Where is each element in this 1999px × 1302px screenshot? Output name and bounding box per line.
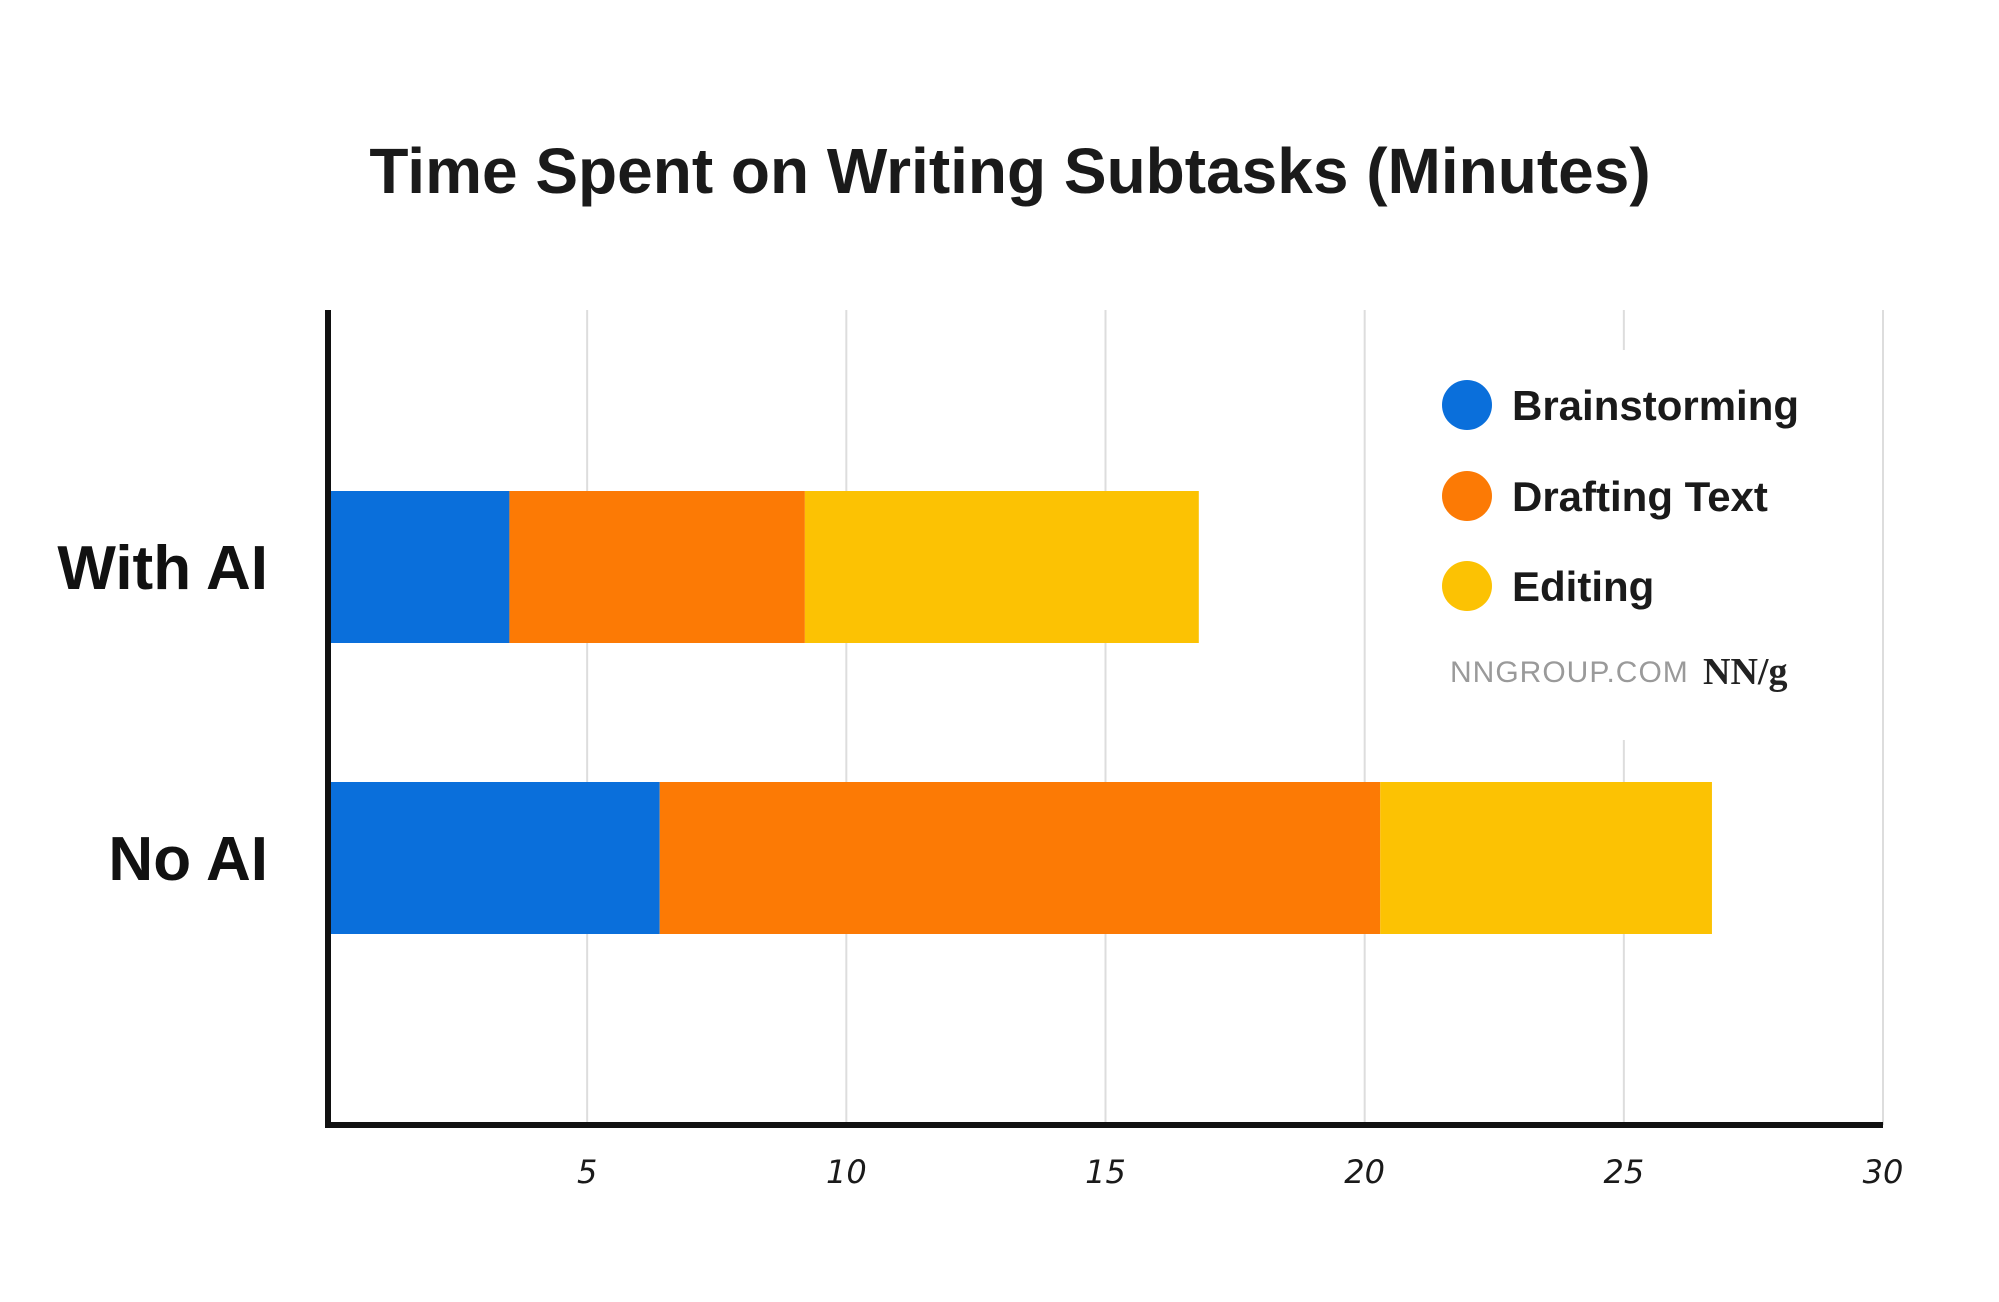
source-text: NNGROUP.COM bbox=[1450, 656, 1689, 689]
x-tick-label-15: 15 bbox=[1085, 1153, 1126, 1191]
bar-2-1 bbox=[328, 782, 660, 934]
x-tick-label-30: 30 bbox=[1863, 1153, 1904, 1191]
logo-suffix: /g bbox=[1757, 651, 1788, 693]
nng-logo-text: NN/g bbox=[1703, 651, 1787, 693]
x-tick-label-5: 5 bbox=[577, 1153, 597, 1191]
logo-main: NN bbox=[1703, 651, 1758, 693]
legend-swatch-2 bbox=[1442, 471, 1492, 521]
chart-title: Time Spent on Writing Subtasks (Minutes) bbox=[369, 135, 1650, 207]
category-labels: With AI No AI bbox=[57, 534, 268, 894]
bar-2-2 bbox=[659, 782, 1381, 934]
bars bbox=[328, 491, 1712, 934]
x-tick-label-10: 10 bbox=[826, 1153, 867, 1191]
category-label-2: No AI bbox=[108, 825, 268, 894]
axes bbox=[325, 310, 1883, 1128]
bar-1-1 bbox=[328, 491, 510, 643]
bar-1-2 bbox=[509, 491, 805, 643]
x-tick-label-20: 20 bbox=[1344, 1153, 1385, 1191]
legend-swatch-3 bbox=[1442, 561, 1492, 611]
legend-label-1: Brainstorming bbox=[1512, 382, 1799, 429]
bar-2-3 bbox=[1380, 782, 1712, 934]
bar-1-3 bbox=[804, 491, 1199, 643]
legend-swatch-1 bbox=[1442, 380, 1492, 430]
legend-label-2: Drafting Text bbox=[1512, 473, 1768, 520]
legend: Brainstorming Drafting Text Editing bbox=[1415, 350, 1835, 740]
x-tick-labels: 5 10 15 20 25 30 bbox=[577, 1153, 1903, 1191]
category-label-1: With AI bbox=[57, 534, 268, 603]
legend-label-3: Editing bbox=[1512, 563, 1654, 610]
x-tick-label-25: 25 bbox=[1603, 1153, 1644, 1191]
branding: NNGROUP.COM NN/g bbox=[1450, 651, 1787, 693]
